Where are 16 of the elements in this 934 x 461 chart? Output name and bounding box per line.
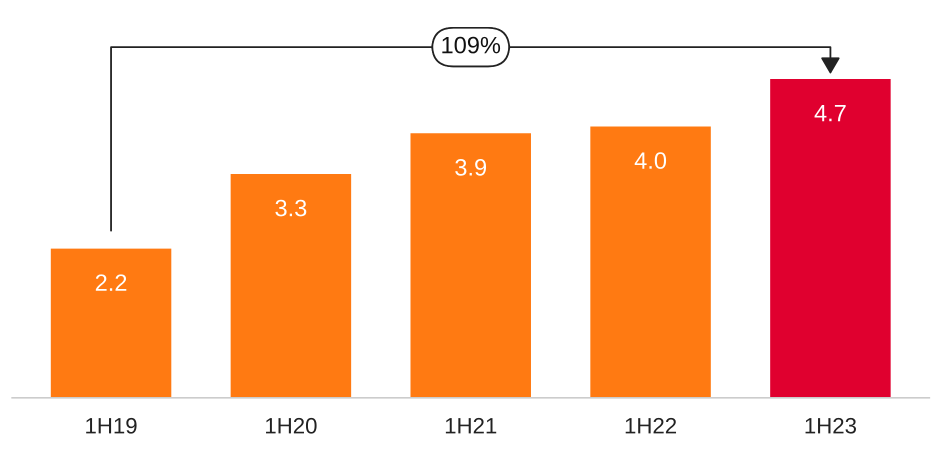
bar <box>770 78 891 398</box>
x-tick-label: 1H23 <box>806 418 856 434</box>
x-tick-label: 1H21 <box>446 418 496 434</box>
bar <box>50 248 172 398</box>
data-label: 3.9 <box>455 158 486 176</box>
bar <box>590 126 711 398</box>
data-label: 4.7 <box>814 104 846 122</box>
bar <box>230 174 352 398</box>
bar <box>410 133 531 398</box>
x-tick-label: 1H20 <box>266 418 317 434</box>
data-label: 4.0 <box>634 152 666 169</box>
data-label: 2.2 <box>96 274 126 291</box>
data-label: 3.3 <box>275 200 306 216</box>
text: 109% <box>442 36 500 54</box>
x-tick-label: 1H19 <box>86 418 137 434</box>
x-tick-label: 1H22 <box>626 418 676 434</box>
